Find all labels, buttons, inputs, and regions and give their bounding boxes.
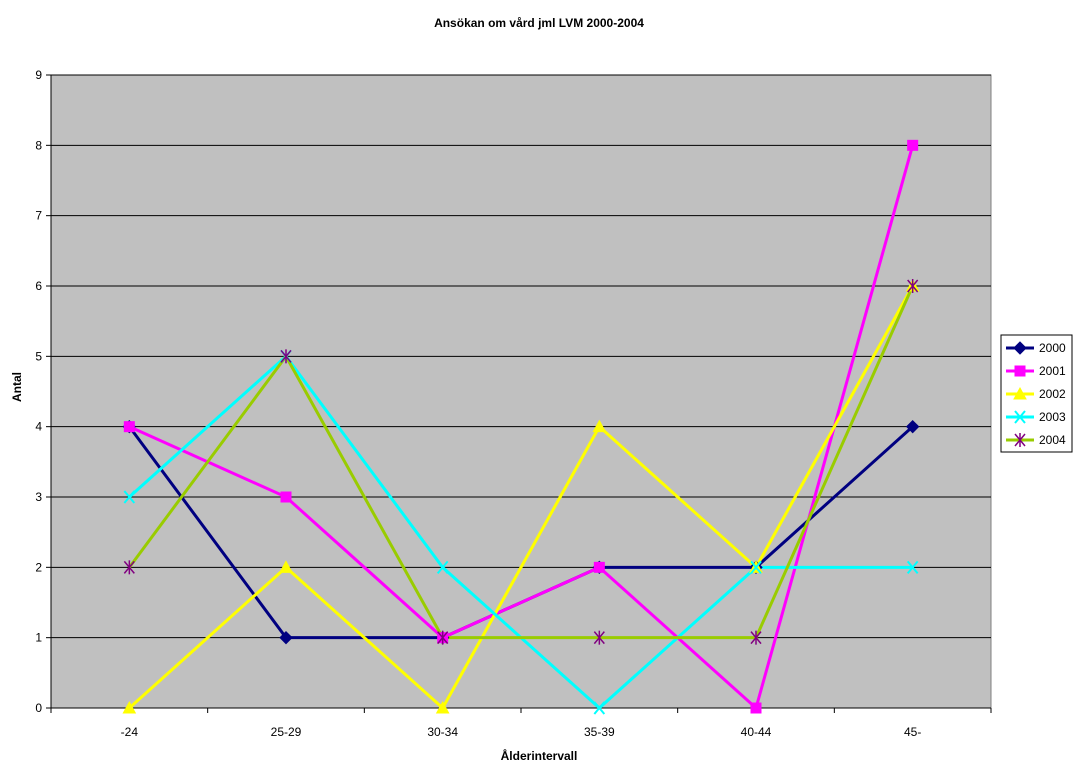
x-tick-label: 45- (904, 725, 921, 739)
plot-area (50, 74, 992, 709)
y-tick-label: 0 (35, 701, 42, 715)
star-marker (437, 630, 449, 645)
x-tick-label: 30-34 (427, 725, 458, 739)
square-marker (750, 702, 762, 714)
series-2001 (128, 144, 915, 710)
series-line (128, 285, 914, 710)
y-axis-ticks: 0 1 2 3 4 5 6 7 8 9 (35, 68, 51, 715)
star-marker (123, 560, 135, 575)
x-marker (593, 701, 606, 715)
y-tick-label: 1 (35, 631, 42, 645)
triangle-marker (122, 700, 137, 714)
legend-label: 2003 (1039, 410, 1066, 424)
y-tick-label: 4 (35, 420, 42, 434)
y-tick-label: 7 (35, 209, 42, 223)
star-marker (1014, 433, 1026, 447)
legend-item-2001: 2001 (1006, 364, 1066, 378)
star-marker (907, 279, 919, 293)
y-tick-label: 3 (35, 490, 42, 504)
square-marker (907, 139, 919, 151)
y-tick-label: 9 (35, 68, 42, 82)
x-tick-label: 25-29 (271, 725, 302, 739)
legend: 2000 2001 2002 2003 2004 (1000, 334, 1073, 453)
x-tick-label: -24 (121, 725, 139, 739)
legend-item-2002: 2002 (1006, 386, 1066, 401)
x-marker (1014, 410, 1026, 424)
square-marker (280, 491, 292, 503)
x-marker (750, 560, 762, 574)
x-marker (123, 490, 136, 504)
diamond-marker (905, 419, 920, 434)
star-marker (593, 630, 605, 645)
star-marker (750, 630, 762, 645)
triangle-marker (435, 700, 450, 714)
legend-item-2004: 2004 (1006, 433, 1066, 447)
x-axis-ticks: -24 25-29 30-34 35-39 40-44 45- (50, 708, 992, 739)
y-tick-label: 5 (35, 349, 42, 363)
markers-2002 (122, 278, 920, 714)
legend-label: 2001 (1039, 364, 1066, 378)
y-axis-title: Antal (10, 372, 24, 402)
triangle-marker (1013, 386, 1027, 400)
series-line (128, 285, 915, 640)
series-2002 (128, 285, 914, 710)
diamond-marker (1013, 341, 1027, 355)
x-tick-label: 40-44 (741, 725, 772, 739)
square-marker (1014, 365, 1026, 377)
x-tick-label: 35-39 (584, 725, 615, 739)
legend-label: 2000 (1039, 341, 1066, 355)
x-marker (906, 560, 919, 574)
legend-label: 2002 (1039, 387, 1066, 401)
y-tick-label: 8 (35, 138, 42, 152)
legend-item-2003: 2003 (1006, 410, 1066, 424)
square-marker (593, 561, 605, 573)
triangle-marker (592, 419, 607, 433)
x-axis-title: Ålderintervall (501, 748, 578, 763)
x-marker (436, 560, 449, 574)
chart-title: Ansökan om vård jml LVM 2000-2004 (434, 16, 644, 30)
series-lines (122, 139, 920, 715)
triangle-marker (279, 560, 293, 573)
y-tick-label: 6 (35, 279, 42, 293)
legend-item-2000: 2000 (1006, 341, 1066, 355)
diamond-marker (279, 630, 293, 645)
legend-label: 2004 (1039, 433, 1066, 447)
star-marker (280, 349, 292, 364)
series-2004 (128, 285, 915, 640)
series-line (128, 144, 915, 710)
markers-2004 (123, 279, 919, 645)
y-tick-label: 2 (35, 560, 42, 574)
square-marker (123, 421, 135, 433)
